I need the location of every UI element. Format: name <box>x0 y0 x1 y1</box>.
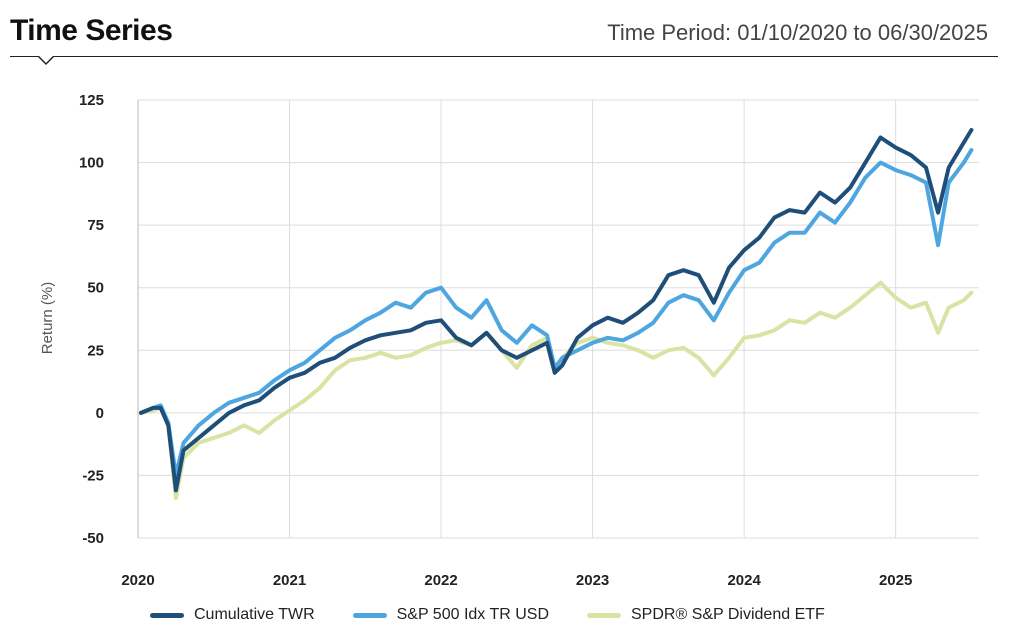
series-line-0 <box>139 128 974 493</box>
y-axis-title: Return (%) <box>39 282 56 355</box>
y-axis-ticks: 125 100 75 50 25 0 -25 -50 <box>79 92 104 547</box>
page-title: Time Series <box>10 14 173 47</box>
x-tick-label: 2024 <box>727 572 761 589</box>
series-lines <box>139 128 974 500</box>
y-tick-label: 25 <box>87 342 104 359</box>
y-tick-label: 100 <box>79 155 104 172</box>
x-tick-label: 2020 <box>121 572 154 589</box>
time-series-chart: 125 100 75 50 25 0 -25 -50 2020 2021 2022 2023 2024… <box>39 92 979 589</box>
header-notch-icon <box>38 56 54 66</box>
legend-label: Cumulative TWR <box>194 606 315 623</box>
legend-item-cumulative-twr[interactable]: Cumulative TWR <box>150 606 315 624</box>
legend-label: S&P 500 Idx TR USD <box>396 606 549 623</box>
x-tick-label: 2021 <box>273 572 306 589</box>
x-tick-label: 2022 <box>424 572 457 589</box>
x-tick-label: 2023 <box>576 572 609 589</box>
legend-item-spdr-dividend[interactable]: SPDR® S&P Dividend ETF <box>587 606 825 624</box>
x-tick-label: 2025 <box>879 572 912 589</box>
legend-swatch <box>352 612 387 618</box>
x-axis-ticks: 2020 2021 2022 2023 2024 2025 <box>121 572 912 589</box>
time-period-label: Time Period: 01/10/2020 to 06/30/2025 <box>607 20 988 45</box>
legend-item-sp500[interactable]: S&P 500 Idx TR USD <box>352 606 549 624</box>
header-divider <box>10 56 998 57</box>
legend-label: SPDR® S&P Dividend ETF <box>631 606 825 623</box>
y-tick-label: 0 <box>96 405 104 422</box>
y-tick-label: -25 <box>82 467 104 484</box>
y-tick-label: 75 <box>87 217 104 234</box>
y-tick-label: -50 <box>82 530 104 547</box>
y-tick-label: 125 <box>79 92 104 109</box>
legend-swatch <box>150 612 184 618</box>
legend-swatch <box>587 612 621 618</box>
series-line-2 <box>139 280 974 500</box>
chart-legend: Cumulative TWR S&P 500 Idx TR USD SPDR® … <box>150 606 825 624</box>
y-tick-label: 50 <box>87 280 104 297</box>
grid-lines <box>137 99 979 539</box>
